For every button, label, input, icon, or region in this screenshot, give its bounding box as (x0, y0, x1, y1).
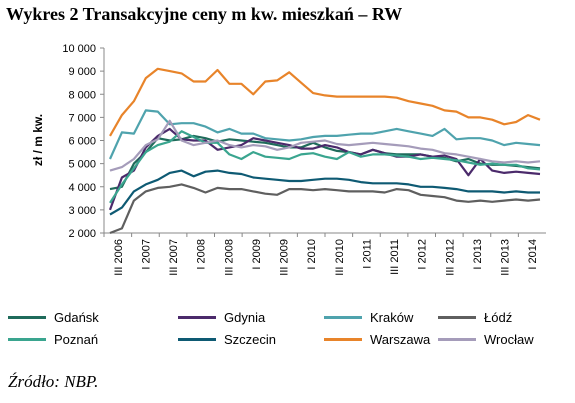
y-tick-label: 3 000 (68, 205, 96, 217)
legend-label: Gdynia (224, 310, 266, 325)
legend-label: Gdańsk (54, 310, 99, 325)
series-line-wrocław (109, 119, 541, 172)
y-tick-label: 8 000 (68, 89, 96, 101)
x-tick-label: III 2013 (500, 239, 512, 276)
y-tick-label: 2 000 (68, 228, 96, 240)
legend-swatch (8, 316, 46, 319)
series-line-poznań (109, 130, 541, 204)
legend-label: Szczecin (224, 332, 277, 347)
y-tick-label: 5 000 (68, 159, 96, 171)
series-lines (108, 67, 541, 235)
x-tick-labels: III 2006 I 2007 III 2007 I 2008 III 2008 I 20… (113, 239, 539, 276)
legend-swatch (324, 338, 362, 341)
legend-swatch (178, 316, 216, 319)
series-line-szczecin (109, 169, 540, 216)
x-tick-label: I 2013 (472, 239, 484, 270)
x-tick-label: III 2012 (444, 239, 456, 276)
legend-label: Łódź (484, 310, 513, 325)
x-tick-label: III 2007 (168, 239, 180, 276)
legend-label: Wrocław (484, 332, 534, 347)
legend-item-szczecin: Szczecin (178, 332, 276, 347)
y-tick-labels: 2 000 3 000 4 000 5 000 6 000 7 000 8 000 9 000… (62, 43, 96, 240)
chart-axes (100, 47, 546, 237)
legend-item-kraków: Kraków (324, 310, 413, 325)
x-tick-label: III 2006 (113, 239, 125, 276)
y-tick-label: 6 000 (68, 136, 96, 148)
x-tick-label: III 2009 (279, 239, 291, 276)
x-tick-label: I 2011 (361, 239, 373, 269)
y-tick-label: 4 000 (68, 182, 96, 194)
legend-swatch (178, 338, 216, 341)
legend-label: Warszawa (370, 332, 431, 347)
legend-swatch (8, 338, 46, 341)
legend-item-warszawa: Warszawa (324, 332, 430, 347)
y-tick-label: 7 000 (68, 112, 96, 124)
line-chart: 2 000 3 000 4 000 5 000 6 000 7 000 8 000 9 000… (31, 43, 546, 276)
legend-item-poznań: Poznań (8, 332, 98, 347)
legend-swatch (438, 338, 476, 341)
series-line-łódź (109, 183, 541, 235)
y-axis-label: zł / m kw. (31, 114, 45, 166)
legend-item-wrocław: Wrocław (438, 332, 534, 347)
x-tick-label: III 2011 (389, 239, 401, 275)
y-tick-label: 9 000 (68, 66, 96, 78)
series-line-kraków (108, 109, 541, 160)
x-tick-label: I 2014 (527, 239, 539, 270)
legend-item-gdańsk: Gdańsk (8, 310, 99, 325)
x-tick-label: III 2008 (223, 239, 235, 276)
y-tick-label: 10 000 (62, 43, 96, 55)
legend-swatch (324, 316, 362, 319)
x-tick-label: III 2010 (334, 239, 346, 276)
series-line-gdańsk (109, 134, 541, 191)
legend-item-łódź: Łódź (438, 310, 512, 325)
legend-swatch (438, 316, 476, 319)
legend-label: Poznań (54, 332, 99, 347)
legend-item-gdynia: Gdynia (178, 310, 265, 325)
series-line-warszawa (109, 67, 541, 137)
x-tick-label: I 2012 (417, 239, 429, 270)
x-tick-label: I 2008 (196, 239, 208, 270)
legend-label: Kraków (370, 310, 414, 325)
source-note: Źródło: NBP. (8, 372, 99, 391)
x-tick-label: I 2010 (306, 239, 318, 270)
x-tick-label: I 2007 (140, 239, 152, 270)
chart-title: Wykres 2 Transakcyjne ceny m kw. mieszka… (6, 4, 403, 24)
x-tick-label: I 2009 (251, 239, 263, 270)
